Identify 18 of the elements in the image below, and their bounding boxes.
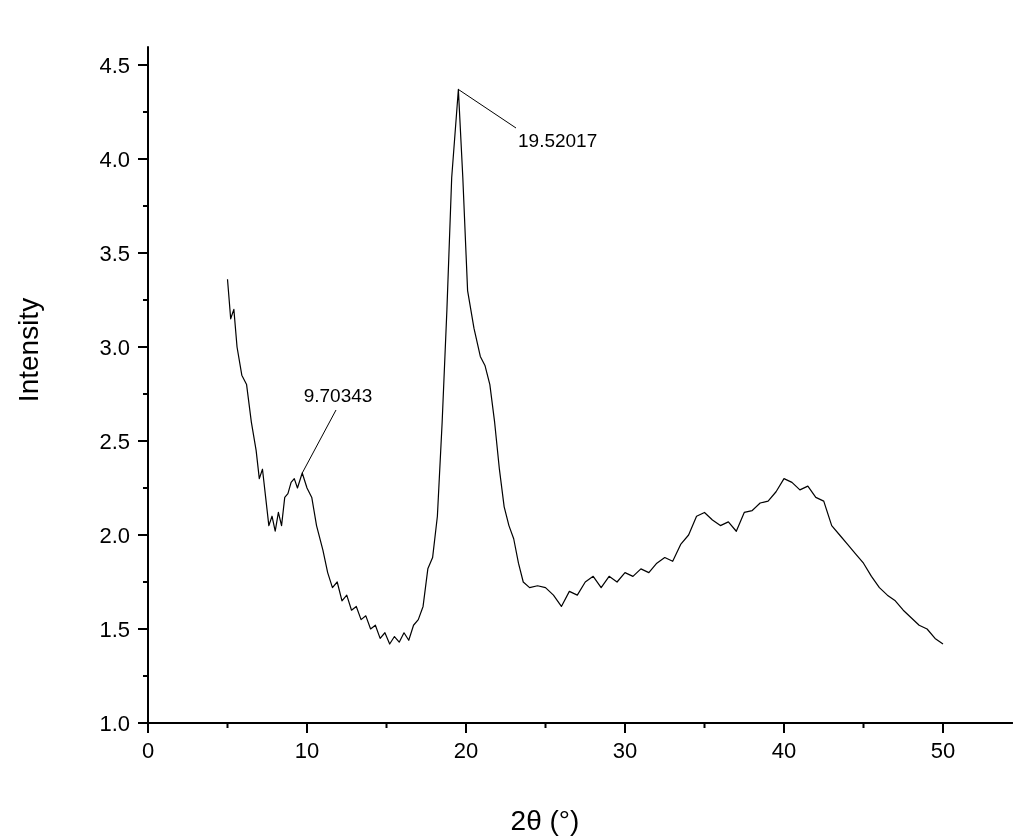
x-axis-title: 2θ (°): [510, 805, 580, 836]
x-tick-label: 30: [612, 738, 638, 763]
annotation: 19.52017: [518, 129, 598, 151]
y-tick-label: 4.5: [99, 52, 130, 78]
y-tick-label: 2.0: [99, 522, 130, 548]
text: 1.0: [99, 710, 130, 736]
y-tick-label: 3.0: [99, 334, 130, 360]
y-tick-label: 3.5: [99, 240, 130, 266]
y-tick-label: 2.5: [99, 428, 130, 454]
y-axis-title: Intensity: [13, 297, 44, 403]
x-tick-label: 10: [294, 738, 320, 763]
y-tick-label: 4.0: [99, 146, 130, 172]
x-tick-label: 20: [453, 738, 479, 763]
x-tick-label: 40: [771, 738, 797, 763]
x-tick-label: 50: [930, 738, 956, 763]
y-tick-label: 1.5: [99, 616, 130, 642]
annotation: 9.70343: [303, 384, 373, 406]
x-tick-label: 0: [141, 738, 155, 763]
